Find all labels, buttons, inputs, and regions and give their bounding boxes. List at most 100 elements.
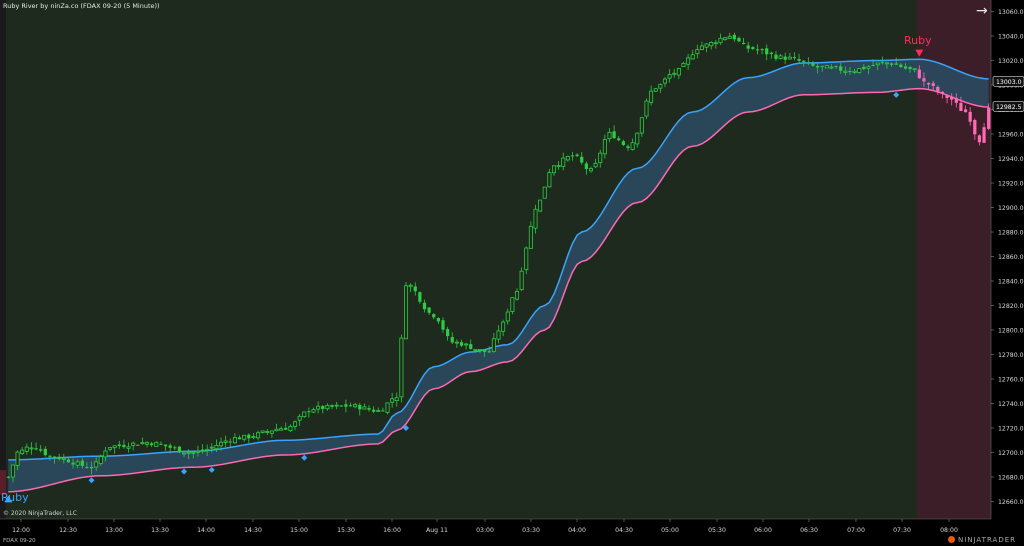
candle-body (505, 311, 510, 322)
candle-body (811, 63, 815, 66)
sell-signal-arrow (915, 49, 924, 57)
x-tick-label: 05:30 (708, 527, 726, 534)
candle-body (644, 100, 649, 117)
candle-body (223, 440, 228, 443)
candle-body (195, 450, 200, 453)
candle-body (145, 442, 150, 445)
candle-body (446, 329, 450, 337)
candle-body (704, 43, 709, 48)
candle-body (551, 165, 557, 174)
y-tick-label: 12800.0 (998, 328, 1024, 335)
candle-body (34, 448, 38, 450)
candle-body (200, 449, 205, 452)
candle-body (469, 344, 473, 350)
candle-body (866, 66, 871, 69)
touch-diamond (301, 454, 308, 461)
candle-body (765, 48, 769, 55)
candle-body (459, 342, 464, 346)
candle-body (85, 466, 89, 468)
candle-body (769, 52, 773, 55)
candle-body (899, 64, 903, 68)
candle-body (839, 66, 843, 71)
candle-body (219, 441, 224, 447)
candle-body (783, 56, 787, 60)
candle-body (381, 410, 385, 412)
candle-body (732, 34, 736, 40)
touch-diamond (88, 477, 95, 484)
candle-body (912, 68, 917, 71)
candle-body (824, 65, 829, 69)
candle-body (945, 95, 949, 98)
touch-diamond (181, 468, 188, 475)
candle-body (954, 98, 958, 103)
candle-body (487, 351, 491, 353)
logo-dot-icon (947, 536, 955, 543)
candle-body (676, 68, 681, 76)
candle-body (580, 156, 584, 163)
copyright-text: © 2020 NinjaTrader, LLC (3, 510, 77, 517)
candle-body (228, 441, 232, 443)
x-tick-label: 12:30 (59, 527, 77, 534)
candle-body (242, 434, 247, 440)
candle-body (561, 157, 566, 167)
candle-body (353, 404, 358, 408)
candle-body (256, 432, 261, 439)
candle-body (713, 42, 718, 45)
candle-body (117, 444, 121, 447)
candle-body (852, 70, 857, 73)
candle-body (209, 446, 214, 449)
river-upper-line (8, 58, 989, 461)
candle-body (57, 456, 61, 460)
candle-body (922, 78, 926, 82)
candle-body (408, 284, 413, 287)
candle-body (182, 452, 187, 455)
candle-body (617, 138, 621, 141)
candle-body (903, 66, 908, 69)
candle-body (774, 54, 778, 59)
y-tick-label: 12700.0 (998, 450, 1024, 457)
buy-signal-label: Ruby (1, 491, 29, 504)
candle-body (173, 447, 177, 449)
candle-body (103, 450, 108, 458)
candle-body (339, 405, 343, 407)
price-label: 13003.0 (996, 79, 1022, 86)
candle-body (307, 411, 311, 413)
candle-body (24, 446, 29, 452)
candle-body (473, 349, 478, 351)
y-tick-label: 12720.0 (998, 426, 1024, 433)
candle-body (432, 314, 436, 318)
candle-body (427, 307, 431, 313)
candle-body (681, 63, 686, 68)
brand-logo: NINJATRADER (947, 536, 1016, 544)
x-tick-label: 06:00 (754, 527, 772, 534)
candle-body (584, 163, 588, 170)
candle-body (977, 135, 982, 143)
y-tick-label: 12760.0 (998, 377, 1024, 384)
left-margin (0, 0, 6, 519)
y-tick-label: 13060.0 (998, 9, 1024, 16)
candle-body (422, 302, 427, 310)
candle-body (464, 343, 469, 346)
candle-body (524, 247, 529, 270)
candle-body (441, 320, 445, 330)
candle-body (348, 405, 353, 407)
sell-signal-label: Ruby (904, 34, 932, 47)
candle-body (330, 405, 334, 407)
candle-body (894, 63, 898, 65)
candle-body (662, 78, 667, 84)
candle-body (797, 58, 801, 61)
candle-body (496, 330, 501, 340)
candle-body (959, 102, 963, 111)
candle-body (908, 66, 912, 70)
candle-body (232, 437, 237, 444)
candle-body (260, 430, 265, 433)
arrow-right-icon[interactable]: → (976, 3, 988, 19)
candle-body (829, 66, 834, 69)
candle-body (889, 63, 894, 65)
candle-body (501, 321, 506, 332)
candle-body (274, 428, 279, 432)
candle-body (288, 425, 293, 432)
candle-body (94, 461, 99, 468)
candle-body (787, 56, 792, 60)
